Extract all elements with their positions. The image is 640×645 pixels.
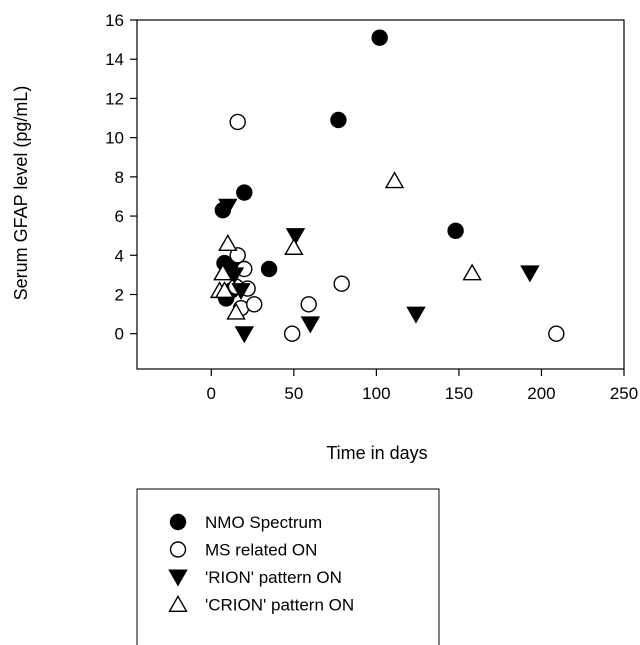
y-tick-label-0: 0 bbox=[115, 325, 124, 344]
x-tick-label-0: 0 bbox=[207, 384, 216, 403]
legend-marker-1 bbox=[169, 541, 187, 558]
x-axis-label: Time in days bbox=[326, 443, 427, 463]
plot-frame bbox=[136, 19, 625, 370]
legend-label-2: 'RION' pattern ON bbox=[205, 568, 342, 587]
legend-label-1: MS related ON bbox=[205, 541, 317, 560]
legend-box bbox=[136, 488, 440, 645]
y-tick-label-4: 8 bbox=[115, 168, 124, 187]
y-tick-label-6: 12 bbox=[105, 89, 124, 108]
legend-marker-3 bbox=[168, 595, 188, 612]
axes bbox=[136, 19, 625, 370]
point-s0-7 bbox=[330, 111, 347, 129]
data-points bbox=[209, 29, 565, 344]
legend-label-0: NMO Spectrum bbox=[205, 513, 322, 532]
point-s3-7 bbox=[462, 263, 482, 281]
x-tick-label-4: 200 bbox=[527, 384, 555, 403]
point-s2-5 bbox=[300, 316, 321, 334]
point-s1-9 bbox=[333, 275, 350, 292]
point-s2-3 bbox=[234, 326, 255, 344]
y-tick-label-7: 14 bbox=[105, 50, 124, 69]
ticks: 0 50 100 150 200 250 0 2 4 6 8 10 12 14 16 bbox=[105, 11, 638, 403]
point-s3-3 bbox=[214, 281, 235, 299]
series-3 bbox=[209, 171, 482, 320]
legend: NMO Spectrum MS related ON 'RION' pattern … bbox=[136, 488, 440, 645]
point-s2-7 bbox=[520, 265, 540, 283]
y-axis-label: Serum GFAP level (pg/mL) bbox=[11, 86, 31, 301]
point-s2-0 bbox=[218, 198, 238, 216]
point-s3-5 bbox=[284, 237, 304, 255]
point-s1-0 bbox=[229, 113, 246, 131]
legend-marker-0 bbox=[169, 513, 187, 531]
point-s0-8 bbox=[371, 29, 388, 46]
point-s3-6 bbox=[384, 171, 405, 189]
legend-marker-2 bbox=[168, 569, 188, 587]
point-s1-6 bbox=[246, 296, 263, 313]
y-tick-label-8: 16 bbox=[105, 11, 124, 30]
point-s3-1 bbox=[213, 263, 233, 281]
series-1 bbox=[227, 113, 565, 342]
point-s2-4 bbox=[285, 228, 306, 246]
y-tick-label-3: 6 bbox=[115, 207, 124, 226]
point-s1-10 bbox=[548, 325, 565, 342]
series-2 bbox=[218, 198, 540, 344]
point-s3-4 bbox=[226, 302, 246, 320]
point-s1-1 bbox=[229, 247, 246, 264]
point-s1-8 bbox=[300, 296, 317, 313]
x-tick-label-5: 250 bbox=[610, 384, 638, 403]
point-s0-6 bbox=[260, 260, 278, 278]
x-tick-label-2: 100 bbox=[362, 384, 390, 403]
legend-items: NMO Spectrum MS related ON 'RION' pattern … bbox=[168, 513, 354, 615]
point-s0-9 bbox=[447, 222, 464, 239]
point-s3-0 bbox=[218, 234, 238, 252]
point-s2-1 bbox=[224, 267, 245, 285]
x-tick-label-3: 150 bbox=[445, 384, 473, 403]
point-s1-7 bbox=[283, 325, 301, 342]
legend-label-3: 'CRION' pattern ON bbox=[205, 596, 354, 615]
point-s0-5 bbox=[236, 184, 253, 201]
point-s2-2 bbox=[231, 283, 251, 301]
y-tick-label-2: 4 bbox=[115, 246, 124, 265]
series-0 bbox=[214, 29, 464, 307]
y-tick-label-1: 2 bbox=[115, 285, 124, 304]
point-s2-6 bbox=[406, 306, 426, 324]
x-tick-label-1: 50 bbox=[284, 384, 303, 403]
y-tick-label-5: 10 bbox=[105, 129, 124, 148]
